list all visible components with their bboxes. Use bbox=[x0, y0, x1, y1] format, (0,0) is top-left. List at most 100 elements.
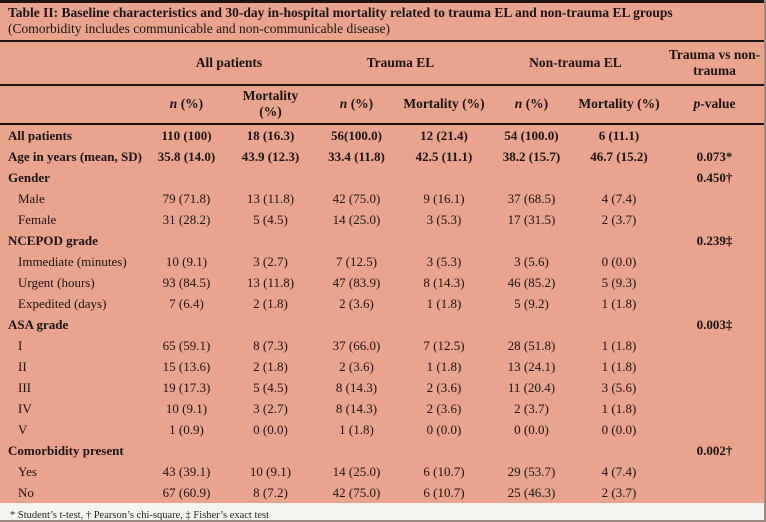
value-cell: 42.5 (11.1) bbox=[415, 149, 473, 164]
corner-cell bbox=[0, 85, 145, 125]
value-cell: 14 (25.0) bbox=[332, 464, 381, 479]
table-row: Male 79 (71.8) 13 (11.8) 42 (75.0) 9 (16.1) 3… bbox=[0, 188, 764, 209]
table-row: I 65 (59.1) 8 (7.3) 37 (66.0) 7 (12.5) 28 (51… bbox=[0, 335, 764, 356]
subheader-text-part: (%) bbox=[177, 96, 204, 111]
p-value-cell bbox=[663, 461, 764, 482]
value-cell bbox=[145, 230, 228, 251]
group-header-row: All patients Trauma EL Non-trauma EL Trauma… bbox=[0, 41, 764, 86]
value-cell: 19 (17.3) bbox=[162, 380, 211, 395]
value-cell: 6 (11.1) bbox=[598, 128, 640, 143]
value-cell: 7 (12.5) bbox=[335, 254, 378, 269]
value-cell: 0 (0.0) bbox=[601, 422, 637, 437]
value-cell: 12 (21.4) bbox=[420, 128, 468, 143]
value-cell: 11 (20.4) bbox=[507, 380, 556, 395]
row-label-cell: III bbox=[18, 380, 31, 395]
value-cell bbox=[145, 440, 228, 461]
table-row: NCEPOD grade 0.239‡ bbox=[0, 230, 764, 251]
p-value-cell bbox=[663, 293, 764, 314]
p-value-cell bbox=[663, 356, 764, 377]
subheader-cell: p-value bbox=[663, 85, 764, 125]
value-cell bbox=[400, 230, 488, 251]
table-row: V 1 (0.9) 0 (0.0) 1 (1.8) 0 (0.0) 0 (0.0) 0 (0… bbox=[0, 419, 764, 440]
value-cell: 8 (7.2) bbox=[253, 485, 288, 500]
table-title-cell: Table II: Baseline characteristics and 3… bbox=[0, 1, 764, 42]
value-cell bbox=[488, 440, 575, 461]
row-label-cell: Yes bbox=[18, 464, 37, 479]
value-cell bbox=[228, 167, 313, 188]
value-cell: 65 (59.1) bbox=[162, 338, 211, 353]
subheader-italic-part: p bbox=[693, 96, 701, 111]
subheader-text-part: (%) bbox=[522, 96, 549, 111]
subheader-italic-part: n bbox=[514, 96, 523, 111]
value-cell: 5 (9.2) bbox=[514, 296, 549, 311]
p-value-cell bbox=[663, 251, 764, 272]
row-label-cell: Female bbox=[18, 212, 57, 227]
row-label-cell: II bbox=[18, 359, 27, 374]
value-cell: 5 (9.3) bbox=[601, 275, 637, 290]
value-cell: 93 (84.5) bbox=[162, 275, 211, 290]
value-cell: 10 (9.1) bbox=[165, 254, 208, 269]
table-row: II 15 (13.6) 2 (1.8) 2 (3.6) 1 (1.8) 13 (24.1… bbox=[0, 356, 764, 377]
p-value-cell: 0.073* bbox=[696, 149, 733, 164]
value-cell: 1 (1.8) bbox=[426, 296, 462, 311]
value-cell: 38.2 (15.7) bbox=[502, 149, 561, 164]
baseline-characteristics-table: Table II: Baseline characteristics and 3… bbox=[0, 0, 764, 503]
value-cell: 1 (0.9) bbox=[169, 422, 204, 437]
value-cell: 18 (16.3) bbox=[246, 128, 295, 143]
value-cell: 3 (5.6) bbox=[514, 254, 549, 269]
value-cell bbox=[228, 230, 313, 251]
value-cell: 8 (7.3) bbox=[253, 338, 288, 353]
group-header-cell: Trauma vs non-trauma bbox=[663, 41, 764, 86]
subheader-italic-part: n bbox=[339, 96, 348, 111]
row-label-cell: NCEPOD grade bbox=[8, 233, 98, 248]
p-value-cell bbox=[663, 272, 764, 293]
value-cell: 3 (5.3) bbox=[426, 254, 462, 269]
p-value-cell bbox=[663, 124, 764, 146]
row-label-cell: Urgent (hours) bbox=[18, 275, 95, 290]
value-cell: 110 (100) bbox=[161, 128, 212, 143]
row-label-cell: I bbox=[18, 338, 23, 353]
value-cell: 67 (60.9) bbox=[162, 485, 211, 500]
subheader-text-part: (%) bbox=[347, 96, 374, 111]
value-cell: 6 (10.7) bbox=[423, 464, 465, 479]
value-cell bbox=[575, 440, 663, 461]
table-body: All patients 110 (100) 18 (16.3) 56(100.0) 1… bbox=[0, 124, 764, 503]
value-cell: 37 (66.0) bbox=[332, 338, 381, 353]
p-value-cell bbox=[663, 188, 764, 209]
table-row: Urgent (hours) 93 (84.5) 13 (11.8) 47 (83.9… bbox=[0, 272, 764, 293]
value-cell bbox=[313, 167, 400, 188]
subheader-text-part: -value bbox=[700, 96, 736, 111]
value-cell: 8 (14.3) bbox=[335, 401, 378, 416]
value-cell: 43 (39.1) bbox=[162, 464, 211, 479]
row-label-cell: All patients bbox=[8, 128, 72, 143]
value-cell: 13 (24.1) bbox=[507, 359, 556, 374]
table-row: Female 31 (28.2) 5 (4.5) 14 (25.0) 3 (5.3) 17… bbox=[0, 209, 764, 230]
value-cell: 3 (5.3) bbox=[426, 212, 462, 227]
group-header-cell: Non-trauma EL bbox=[488, 41, 663, 86]
value-cell: 0 (0.0) bbox=[253, 422, 288, 437]
value-cell: 2 (3.6) bbox=[426, 380, 462, 395]
value-cell: 7 (6.4) bbox=[169, 296, 204, 311]
value-cell bbox=[400, 167, 488, 188]
table-subtitle: (Comorbidity includes communicable and n… bbox=[8, 21, 391, 36]
table-row: No 67 (60.9) 8 (7.2) 42 (75.0) 6 (10.7) 25 (4… bbox=[0, 482, 764, 503]
subheader-text-part: Mortality (%) bbox=[578, 96, 660, 111]
row-label-cell: Gender bbox=[8, 170, 50, 185]
row-label-cell: V bbox=[18, 422, 28, 437]
value-cell: 0 (0.0) bbox=[514, 422, 549, 437]
subheader-cell: Mortality (%) bbox=[400, 85, 488, 125]
table-row: Gender 0.450† bbox=[0, 167, 764, 188]
value-cell: 46 (85.2) bbox=[507, 275, 556, 290]
row-label-cell: Expedited (days) bbox=[18, 296, 107, 311]
p-value-cell: 0.450† bbox=[696, 170, 733, 185]
subheader-cell: n (%) bbox=[145, 85, 228, 125]
value-cell: 10 (9.1) bbox=[165, 401, 208, 416]
value-cell: 2 (3.6) bbox=[339, 296, 374, 311]
value-cell bbox=[313, 230, 400, 251]
value-cell: 3 (2.7) bbox=[253, 254, 288, 269]
subheader-cell: n (%) bbox=[313, 85, 400, 125]
table-row: III 19 (17.3) 5 (4.5) 8 (14.3) 2 (3.6) 11 (20… bbox=[0, 377, 764, 398]
value-cell bbox=[313, 440, 400, 461]
value-cell: 31 (28.2) bbox=[162, 212, 211, 227]
